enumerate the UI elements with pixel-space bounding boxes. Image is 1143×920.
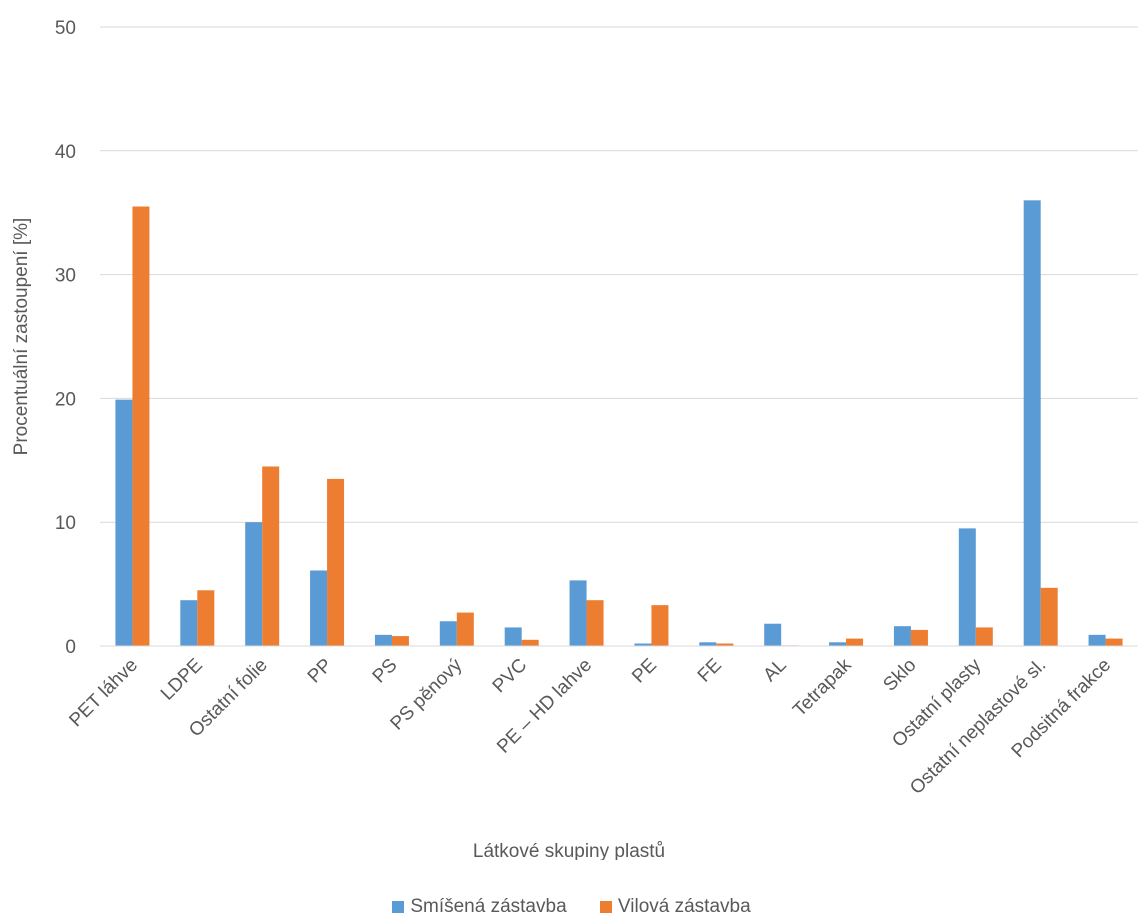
bar-series-1 — [180, 600, 198, 646]
bar-series-2 — [391, 636, 409, 646]
x-tick-label: PVC — [489, 655, 531, 697]
bar-series-1 — [115, 399, 133, 646]
bar-series-1 — [439, 621, 457, 646]
bar-series-2 — [846, 638, 864, 646]
x-tick-label: LDPE — [157, 655, 207, 705]
x-tick-label: Tetrapak — [789, 654, 856, 721]
legend-swatch-vilova — [599, 901, 612, 913]
bar-series-1 — [374, 634, 392, 646]
bar-series-2 — [262, 466, 280, 646]
bar-series-2 — [456, 612, 474, 646]
y-tick-label: 30 — [55, 266, 76, 287]
x-tick-label: PE — [628, 655, 661, 688]
bar-series-1 — [764, 623, 782, 646]
bar-series-1 — [958, 528, 976, 646]
bar-series-2 — [197, 590, 215, 646]
bar-series-1 — [634, 643, 652, 646]
bar-series-1 — [310, 570, 328, 646]
y-tick-label: 0 — [65, 637, 76, 658]
x-tick-label: AL — [759, 655, 790, 686]
x-tick-label: Sklo — [879, 655, 920, 696]
x-tick-label: PS pěnový — [387, 654, 467, 734]
legend-swatch-smisena — [392, 901, 405, 913]
y-tick-label: 50 — [55, 18, 76, 39]
bar-series-2 — [910, 629, 928, 646]
bar-series-1 — [893, 626, 911, 646]
x-tick-label: PS — [369, 655, 402, 688]
bar-series-1 — [829, 642, 847, 646]
y-tick-label: 10 — [55, 513, 76, 534]
bar-series-2 — [716, 643, 734, 646]
bar-series-1 — [699, 642, 717, 646]
bar-series-2 — [651, 605, 669, 646]
bar-series-2 — [586, 600, 604, 646]
x-tick-label: PET láhve — [65, 655, 142, 732]
bar-series-1 — [245, 522, 263, 646]
bar-series-1 — [1023, 200, 1041, 646]
bar-series-2 — [1105, 638, 1123, 646]
legend-label-smisena: Smíšená zástavba — [410, 896, 567, 917]
legend: Smíšená zástavba Vilová zástavba — [0, 896, 1143, 919]
legend-label-vilova: Vilová zástavba — [617, 896, 751, 917]
bar-series-2 — [975, 627, 993, 646]
y-tick-label: 40 — [55, 142, 76, 163]
bar-series-1 — [1088, 634, 1106, 646]
x-axis-label: Látkové skupiny plastů — [473, 841, 665, 860]
y-axis-label: Procentuální zastoupení [%] — [11, 218, 32, 456]
bar-series-1 — [504, 627, 522, 646]
bar-series-1 — [569, 580, 587, 646]
y-tick-label: 20 — [55, 389, 76, 410]
x-tick-label: FE — [694, 655, 726, 687]
legend-item-smisena: Smíšená zástavba — [392, 896, 567, 918]
bar-chart-svg: 0 10 20 30 40 50 Procentuální zastoupení [%] PE… — [11, 18, 1138, 862]
x-tick-label: PP — [304, 655, 337, 688]
bar-series-2 — [521, 639, 539, 646]
bar-series-2 — [1040, 587, 1058, 646]
bar-series-2 — [327, 478, 345, 646]
legend-item-vilova: Vilová zástavba — [599, 896, 751, 918]
bar-series-2 — [132, 206, 150, 646]
